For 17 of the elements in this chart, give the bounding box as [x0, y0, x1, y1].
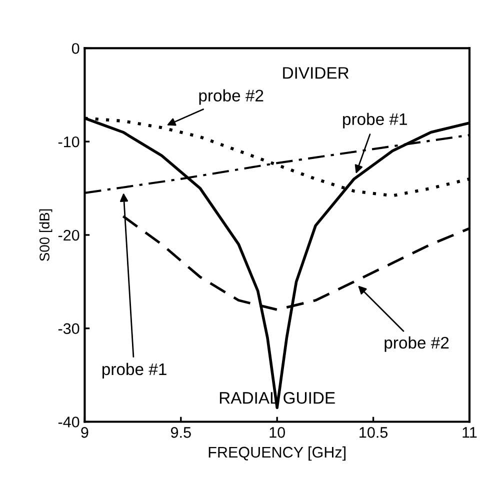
x-tick-label: 9.5: [170, 427, 191, 438]
y-tick-label: -30: [58, 323, 80, 334]
y-tick-label: -20: [58, 230, 80, 241]
y-axis-title: S00 [dB]: [39, 209, 52, 261]
y-tick-label: -10: [58, 136, 80, 148]
annotation: probe #1: [343, 112, 407, 128]
y-tick-label: 0: [72, 43, 80, 54]
annotation: probe #1: [102, 362, 166, 378]
x-tick-label: 11: [462, 427, 477, 438]
x-tick-label: 9: [81, 427, 88, 438]
y-tick-label: -40: [58, 416, 80, 428]
annotation: probe #2: [384, 336, 449, 352]
x-axis-title: FREQUENCY [GHz]: [208, 446, 346, 461]
x-tick-label: 10: [270, 427, 285, 438]
annotation: DIVIDER: [283, 67, 349, 79]
x-tick-label: 10.5: [360, 427, 388, 438]
annotation: probe #2: [199, 89, 264, 105]
